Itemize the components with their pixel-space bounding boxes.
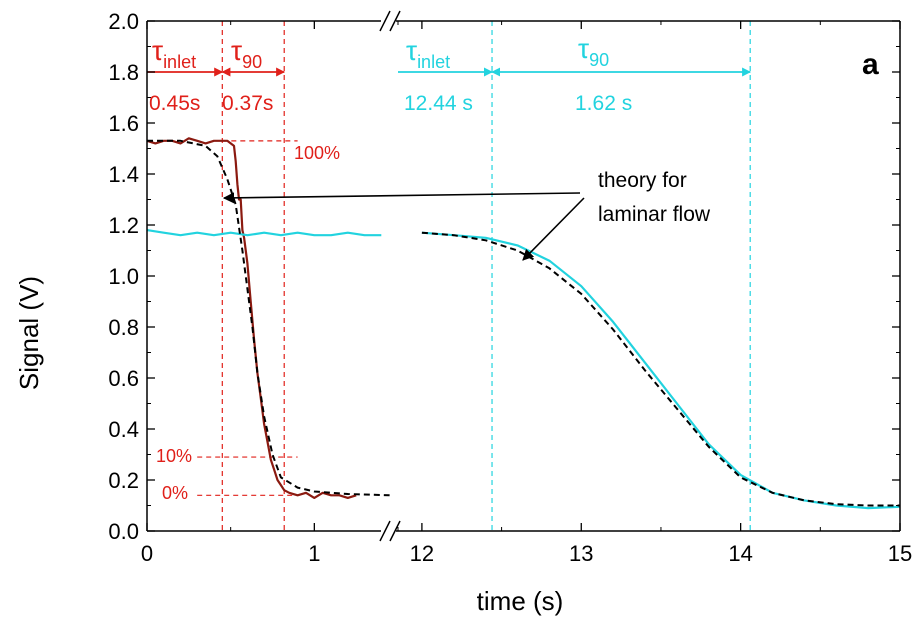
y-tick-label-10: 2.0 xyxy=(108,9,139,34)
y-tick-label-6: 1.2 xyxy=(108,213,139,238)
break-mark-0a xyxy=(379,10,391,32)
tau-inlet-red-label: τinlet xyxy=(152,35,196,72)
theory-label-line2: laminar flow xyxy=(598,203,711,226)
hline-label-2: 0% xyxy=(162,483,188,503)
hline-label-0: 100% xyxy=(294,143,340,163)
plot-series xyxy=(146,137,901,510)
y-tick-label-3: 0.6 xyxy=(108,366,139,391)
x-tick-label-1-0: 12 xyxy=(410,541,434,566)
y-tick-label-1: 0.2 xyxy=(108,468,139,493)
theory-arrow-right xyxy=(522,197,585,261)
x-tick-label-0-0: 0 xyxy=(141,541,153,566)
break-mark-1b xyxy=(389,520,401,542)
tau-90-cyan-label: τ90 xyxy=(578,33,609,70)
tau-90-red-value: 0.37s xyxy=(222,92,273,115)
series-3 xyxy=(421,231,901,510)
tau-inlet-cyan-value: 12.44 s xyxy=(404,92,473,115)
x-tick-label-1-2: 14 xyxy=(728,541,752,566)
theory-arrow-left xyxy=(222,192,581,204)
theory-label-line1: theory for xyxy=(598,169,687,192)
series-1 xyxy=(146,229,382,237)
hline-label-1: 10% xyxy=(156,446,192,466)
axes: 0.0 0.2 0.4 0.6 0.8 1.0 1.2 1.4 1.6 1.8 2.0 0 1 12 13 1… xyxy=(108,9,912,566)
y-tick-label-0: 0.0 xyxy=(108,519,139,544)
break-mark-1a xyxy=(379,520,391,542)
overlay-lines: 100% 10% 0% xyxy=(147,21,752,531)
y-tick-label-4: 0.8 xyxy=(108,315,139,340)
x-tick-label-1-1: 13 xyxy=(569,541,593,566)
series-4 xyxy=(421,231,900,507)
y-tick-label-9: 1.8 xyxy=(108,60,139,85)
tau-inlet-red-value: 0.45s xyxy=(149,92,200,115)
break-mark-0b xyxy=(389,10,401,32)
tau-inlet-cyan-label: τinlet xyxy=(406,35,450,72)
y-tick-label-5: 1.0 xyxy=(108,264,139,289)
series-0 xyxy=(146,137,357,499)
x-tick-label-0-1: 1 xyxy=(308,541,320,566)
tau-90-red-label: τ90 xyxy=(231,35,262,72)
y-tick-label-8: 1.6 xyxy=(108,111,139,136)
y-tick-label-2: 0.4 xyxy=(108,417,139,442)
tau-90-cyan-value: 1.62 s xyxy=(575,92,632,115)
plot-frame xyxy=(146,10,901,542)
y-axis-title: Signal (V) xyxy=(14,276,44,390)
x-tick-label-1-3: 15 xyxy=(888,541,912,566)
series-2 xyxy=(147,139,390,497)
x-axis-title: time (s) xyxy=(477,586,564,616)
y-tick-label-7: 1.4 xyxy=(108,162,139,187)
panel-label: a xyxy=(862,48,879,81)
